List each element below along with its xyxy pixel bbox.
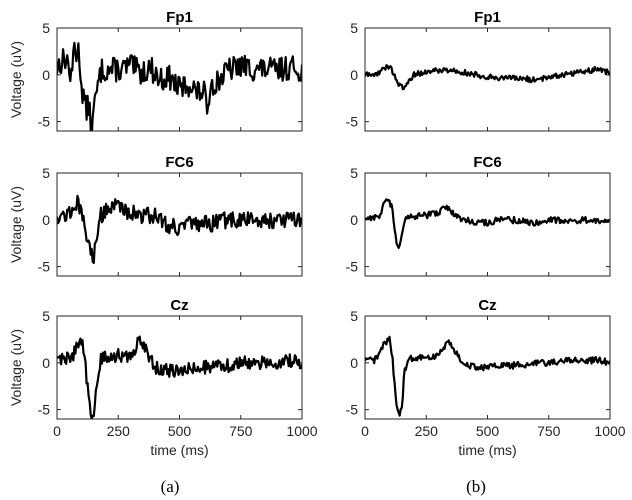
y-tick-label: -5 (346, 259, 359, 275)
x-tick-label: 1000 (286, 423, 317, 439)
chart-title: Cz (170, 297, 188, 314)
x-tick-label: 500 (168, 423, 192, 439)
eeg-trace (57, 194, 302, 264)
plot-frame (56, 172, 303, 277)
x-tick-label: 250 (415, 423, 439, 439)
y-tick-label: 0 (350, 212, 358, 228)
y-tick-label: 5 (42, 20, 50, 36)
plot-frame (364, 27, 611, 132)
y-tick-label: 5 (42, 165, 50, 181)
y-tick-label: 0 (42, 212, 50, 228)
y-axis-label: Voltage (uV) (8, 186, 24, 263)
x-axis-label: time (ms) (458, 442, 516, 458)
y-tick-label: -5 (38, 402, 51, 418)
x-tick-label: 250 (107, 423, 131, 439)
eeg-trace (57, 335, 302, 419)
chart-title: FC6 (165, 154, 193, 171)
panel-a-fp1: Fp1 5 0 -5 Voltage (uV) (8, 9, 303, 132)
y-tick-label: 5 (350, 308, 358, 324)
x-tick-label: 500 (476, 423, 500, 439)
y-tick-label: -5 (346, 114, 359, 130)
y-axis-label: Voltage (uV) (8, 41, 24, 118)
panel-b-fc6: FC6 5 0 -5 (346, 154, 611, 277)
chart-title: FC6 (473, 154, 501, 171)
caption-b: (b) (466, 477, 486, 496)
chart-title: Fp1 (166, 9, 193, 26)
plot-frame (364, 315, 611, 420)
y-tick-label: 0 (42, 355, 50, 371)
x-axis-label: time (ms) (150, 442, 208, 458)
panel-b-fp1: Fp1 5 0 -5 (346, 9, 611, 132)
y-tick-label: 5 (42, 308, 50, 324)
plot-frame (364, 172, 611, 277)
x-tick-label: 1000 (594, 423, 625, 439)
y-tick-label: 5 (350, 20, 358, 36)
chart-title: Cz (478, 297, 496, 314)
caption-a: (a) (161, 477, 180, 496)
y-tick-label: -5 (38, 114, 51, 130)
y-tick-label: -5 (346, 402, 359, 418)
y-axis-label: Voltage (uV) (8, 329, 24, 406)
x-tick-label: 0 (53, 423, 61, 439)
eeg-trace (57, 41, 302, 131)
x-tick-label: 750 (537, 423, 561, 439)
eeg-trace (365, 198, 610, 249)
panel-a-fc6: FC6 5 0 -5 Voltage (uV) (8, 154, 303, 277)
y-tick-label: 0 (350, 67, 358, 83)
eeg-trace (365, 335, 610, 417)
chart-title: Fp1 (474, 9, 501, 26)
x-tick-label: 0 (361, 423, 369, 439)
y-tick-label: -5 (38, 259, 51, 275)
y-tick-label: 0 (350, 355, 358, 371)
y-tick-label: 5 (350, 165, 358, 181)
plot-frame (56, 315, 303, 420)
plot-frame (56, 27, 303, 132)
x-tick-label: 750 (229, 423, 253, 439)
eeg-trace (365, 64, 610, 91)
y-tick-label: 0 (42, 67, 50, 83)
